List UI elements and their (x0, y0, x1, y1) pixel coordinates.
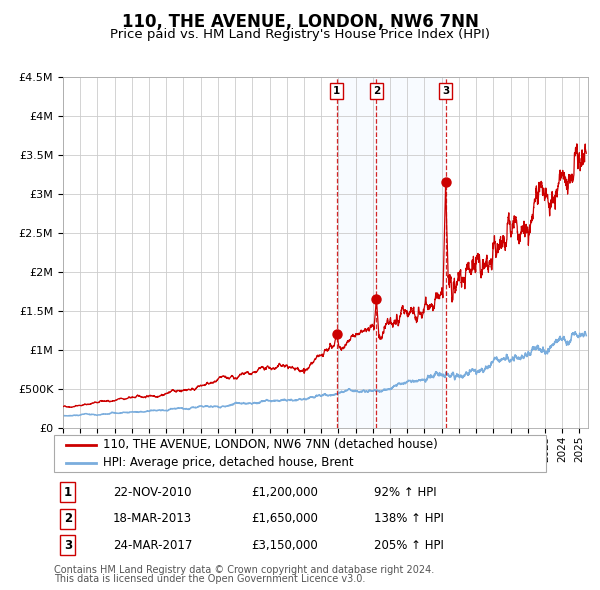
FancyBboxPatch shape (54, 435, 546, 472)
Text: 18-MAR-2013: 18-MAR-2013 (113, 512, 192, 525)
Text: HPI: Average price, detached house, Brent: HPI: Average price, detached house, Bren… (103, 456, 354, 469)
Text: 110, THE AVENUE, LONDON, NW6 7NN: 110, THE AVENUE, LONDON, NW6 7NN (122, 13, 478, 31)
Text: Contains HM Land Registry data © Crown copyright and database right 2024.: Contains HM Land Registry data © Crown c… (54, 565, 434, 575)
Text: 3: 3 (442, 86, 449, 96)
Text: 110, THE AVENUE, LONDON, NW6 7NN (detached house): 110, THE AVENUE, LONDON, NW6 7NN (detach… (103, 438, 438, 451)
Text: 1: 1 (64, 486, 72, 499)
Text: 22-NOV-2010: 22-NOV-2010 (113, 486, 191, 499)
Text: 205% ↑ HPI: 205% ↑ HPI (374, 539, 443, 552)
Text: 1: 1 (333, 86, 340, 96)
Text: £3,150,000: £3,150,000 (251, 539, 317, 552)
Text: 2: 2 (64, 512, 72, 525)
Text: 3: 3 (64, 539, 72, 552)
Text: 138% ↑ HPI: 138% ↑ HPI (374, 512, 443, 525)
Text: This data is licensed under the Open Government Licence v3.0.: This data is licensed under the Open Gov… (54, 575, 365, 584)
Text: £1,650,000: £1,650,000 (251, 512, 317, 525)
Text: 92% ↑ HPI: 92% ↑ HPI (374, 486, 436, 499)
Text: 2: 2 (373, 86, 380, 96)
Text: £1,200,000: £1,200,000 (251, 486, 317, 499)
Bar (337, 77, 446, 428)
Text: Price paid vs. HM Land Registry's House Price Index (HPI): Price paid vs. HM Land Registry's House … (110, 28, 490, 41)
Text: 24-MAR-2017: 24-MAR-2017 (113, 539, 193, 552)
